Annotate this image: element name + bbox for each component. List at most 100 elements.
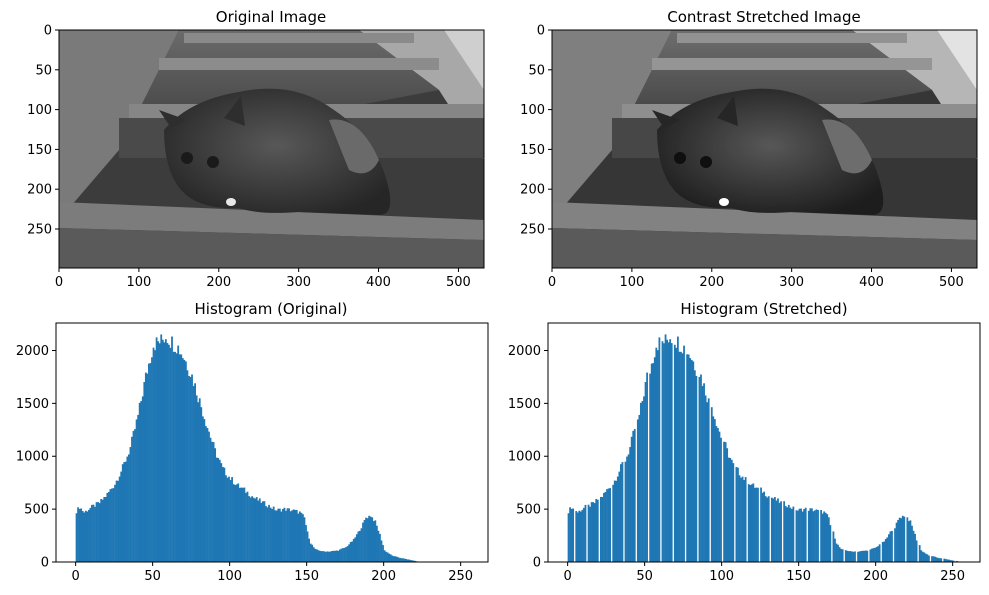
histogram-bar	[938, 558, 941, 562]
histogram-bar	[365, 517, 367, 562]
histogram-bar	[915, 540, 918, 562]
histogram-bar	[371, 517, 374, 562]
histogram-bar	[889, 531, 892, 562]
y-tick-label: 150	[520, 143, 545, 158]
histogram-bar	[86, 511, 89, 562]
histogram-bar	[875, 547, 878, 562]
histogram-bar	[849, 551, 852, 562]
histogram-bar	[391, 555, 394, 562]
histogram-bar	[345, 547, 347, 562]
histogram-bar	[311, 544, 314, 562]
histogram-bar	[188, 375, 190, 562]
histogram-bar	[755, 487, 758, 562]
histogram-bar	[583, 507, 585, 562]
histogram-bar	[375, 525, 378, 562]
histogram-bar	[726, 448, 729, 562]
histogram-bar	[951, 560, 953, 562]
histogram-bar	[812, 511, 815, 562]
histogram-bar	[168, 344, 170, 562]
histogram-bar	[803, 509, 806, 562]
histogram-bar	[300, 512, 303, 562]
histogram-bar	[837, 544, 839, 562]
histogram-bar	[627, 454, 630, 562]
histogram-bar	[932, 556, 935, 562]
histogram-bar	[690, 360, 693, 562]
histogram-bar	[351, 541, 354, 562]
histogram-bar	[834, 538, 836, 562]
histogram-bar	[325, 551, 327, 562]
histogram-bar	[723, 441, 725, 562]
histogram-bar	[174, 351, 176, 562]
histogram-bar	[891, 530, 893, 562]
y-tick-label: 2000	[508, 344, 541, 359]
histogram-bar	[680, 351, 682, 562]
histogram-bar	[770, 497, 773, 562]
histogram-bar	[98, 503, 101, 562]
y-tick-label: 0	[41, 556, 49, 571]
histogram-bar	[329, 551, 332, 562]
histogram-bar	[309, 543, 312, 562]
histogram-bar	[593, 503, 596, 562]
histogram-bar	[215, 457, 218, 562]
histogram-bar	[106, 492, 109, 562]
histogram-bar	[777, 498, 779, 562]
histogram-bar	[94, 506, 96, 562]
histogram-bar	[260, 502, 263, 562]
histogram-bar	[928, 555, 930, 562]
histogram-bar	[302, 514, 304, 562]
histogram-bar	[158, 343, 161, 562]
histogram-bar	[348, 544, 351, 562]
histogram-bar	[315, 549, 318, 562]
y-tick-label: 200	[520, 183, 545, 198]
histogram-bar	[298, 511, 301, 562]
histogram-bar	[289, 511, 292, 562]
histogram-bar	[258, 498, 261, 562]
histogram-bar	[572, 508, 575, 562]
histogram-bar	[126, 456, 129, 562]
histogram-bar	[640, 402, 642, 562]
histogram-bar	[886, 537, 889, 562]
histogram-bar	[720, 437, 722, 562]
histogram-bar	[169, 347, 172, 562]
histogram-bar	[208, 431, 210, 562]
x-tick-label: 0	[71, 569, 79, 584]
histogram-bar	[189, 376, 192, 562]
histogram-bar	[884, 538, 887, 562]
histogram-bar	[100, 498, 103, 562]
histogram-bar	[612, 484, 615, 562]
panel-title: Histogram (Original)	[195, 300, 348, 318]
histogram-bar	[852, 551, 855, 562]
histogram-bar	[357, 531, 360, 562]
histogram-bar	[797, 510, 799, 562]
y-tick-label: 1000	[16, 450, 49, 465]
histogram-bar	[314, 548, 317, 562]
histogram-bar	[101, 499, 104, 562]
histogram-bar	[747, 484, 750, 562]
histogram-bar	[646, 372, 648, 562]
histogram-bar	[590, 502, 593, 562]
histogram-bar	[815, 509, 818, 562]
histogram-bar	[772, 498, 775, 562]
histogram-bar	[764, 496, 767, 562]
histogram-bar	[741, 476, 744, 562]
histogram-bar	[824, 512, 827, 562]
histogram-bar	[874, 547, 876, 562]
histogram-bar	[693, 370, 696, 562]
histogram-bar	[946, 559, 949, 562]
histogram-bar	[707, 398, 710, 562]
histogram-bar	[587, 504, 590, 562]
histogram-bar	[589, 506, 591, 562]
histogram-bar	[869, 549, 872, 562]
y-tick-label: 100	[520, 103, 545, 118]
histogram-bar	[809, 508, 812, 562]
histogram-bar	[232, 484, 235, 562]
histogram-bar	[97, 502, 99, 562]
histogram-bar	[847, 551, 850, 562]
histogram-bar	[727, 457, 730, 562]
histogram-bar	[935, 557, 938, 562]
histogram-bar	[280, 511, 283, 562]
histogram-bar	[695, 375, 698, 562]
histogram-bar	[667, 342, 670, 562]
histogram-bar	[912, 530, 915, 562]
histogram-bar	[698, 376, 701, 562]
